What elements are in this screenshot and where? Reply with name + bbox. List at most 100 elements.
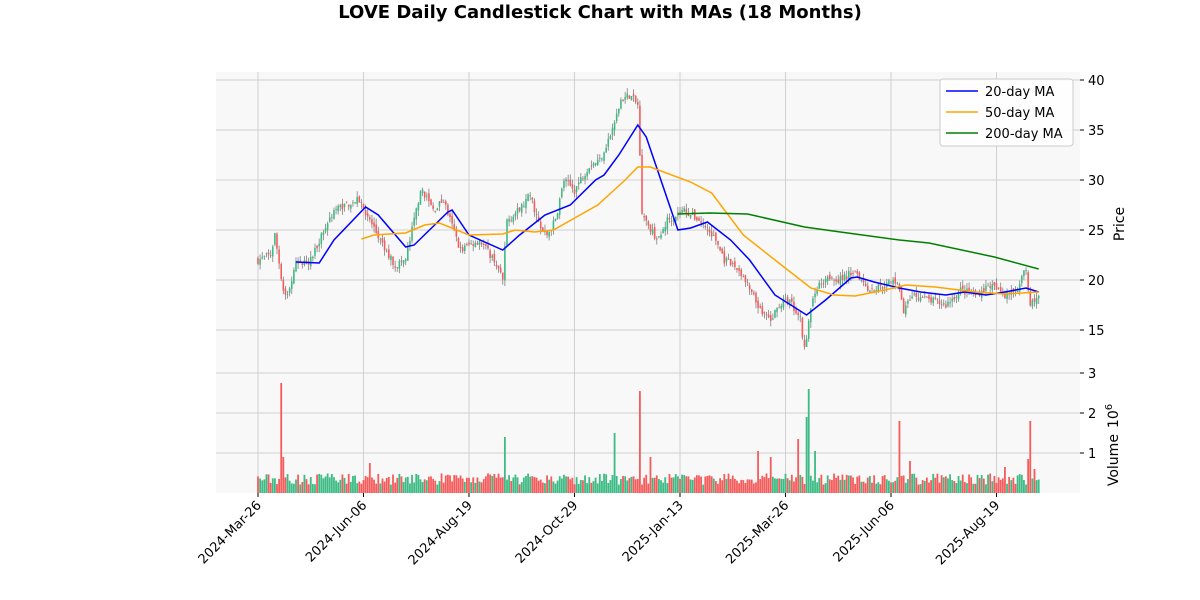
candle-body [835,279,837,282]
volume-bar [850,475,852,493]
candle-body [938,300,941,305]
candle-body [419,191,422,205]
volume-bar [1037,479,1040,493]
ma50-line [361,166,1039,297]
candle-body [723,251,726,264]
volume-bar [326,473,329,493]
candle-body [778,307,780,309]
candle-body [626,93,629,98]
volume-bar [639,391,641,493]
volume-bar [841,474,844,493]
volume-bar [653,477,656,493]
candle-body [693,209,696,220]
candle-body [444,201,447,205]
candle-body [457,238,460,248]
candle-body [352,202,354,204]
volume-bar [1020,474,1023,493]
candle-body [546,230,548,236]
candle-body [278,249,280,264]
candle-body [947,301,949,307]
candle-body [276,233,278,249]
volume-bar [649,457,652,493]
candle-body [983,288,985,293]
candle-body [655,238,658,240]
candle-body [1023,270,1025,277]
volume-bar [1035,480,1038,493]
volume-bar [459,475,462,493]
volume-bar [750,479,753,493]
volume-bar [757,451,759,493]
volume-bar [1027,459,1030,493]
volume-bar [782,479,785,493]
volume-bar [917,484,920,493]
candle-body [497,265,500,269]
volume-bar [717,483,719,493]
candle-body [609,135,612,139]
volume-bar [548,479,551,493]
volume-bar [947,478,949,493]
candle-body [913,293,916,295]
volume-bar [930,480,932,493]
volume-bar [276,483,278,493]
candle-body [740,269,742,277]
volume-bar [966,483,968,493]
candle-body [995,283,998,290]
candle-body [400,260,403,262]
volume-bar [590,482,593,493]
candle-body [727,258,730,260]
candle-body [940,304,943,306]
candle-body [736,268,738,270]
volume-bar [535,477,538,493]
volume-bar [529,476,532,493]
volume-bar [778,478,781,493]
candle-body [459,247,462,248]
candle-body [430,199,432,206]
volume-bar [311,484,314,493]
candle-body [643,215,645,218]
candle-body [1035,298,1038,305]
candle-body [850,272,852,276]
candle-body [263,255,266,257]
candle-body [841,275,844,280]
candle-body [618,108,620,114]
candle-body [719,246,721,251]
candle-body [651,229,654,235]
volume-bar [554,483,557,493]
candle-body [989,286,991,288]
volume-bar [592,481,595,493]
volume-bar [759,479,762,493]
candle-body [814,293,816,298]
volume-bar [790,474,793,493]
candle-body [801,317,804,338]
volume-bar [550,476,553,493]
candle-body [759,306,761,308]
volume-bar [520,482,523,493]
volume-bar [1033,469,1036,493]
candle-body [856,270,859,274]
volume-bar [493,473,496,493]
candle-body [632,94,635,97]
volume-bar [379,483,382,493]
volume-bar [831,480,833,493]
volume-bar [803,483,806,493]
volume-bar [261,480,264,493]
volume-bar [835,477,838,493]
volume-bar [415,473,418,493]
x-tick-label: 2024-Oct-29 [513,498,581,566]
candle-body [909,299,911,301]
candle-body [603,152,605,161]
volume-bar [468,477,470,493]
candle-body [535,214,538,215]
candle-body [518,207,521,211]
candle-body [822,283,825,285]
volume-bar [843,479,846,493]
volume-bar [881,476,884,493]
volume-bar [725,478,728,493]
candle-body [491,255,494,258]
volume-bar [594,477,597,493]
volume-bar [706,475,709,493]
candle-body [265,253,268,255]
volume-bar [776,478,778,493]
candle-body [288,288,291,293]
volume-bar [417,474,420,493]
